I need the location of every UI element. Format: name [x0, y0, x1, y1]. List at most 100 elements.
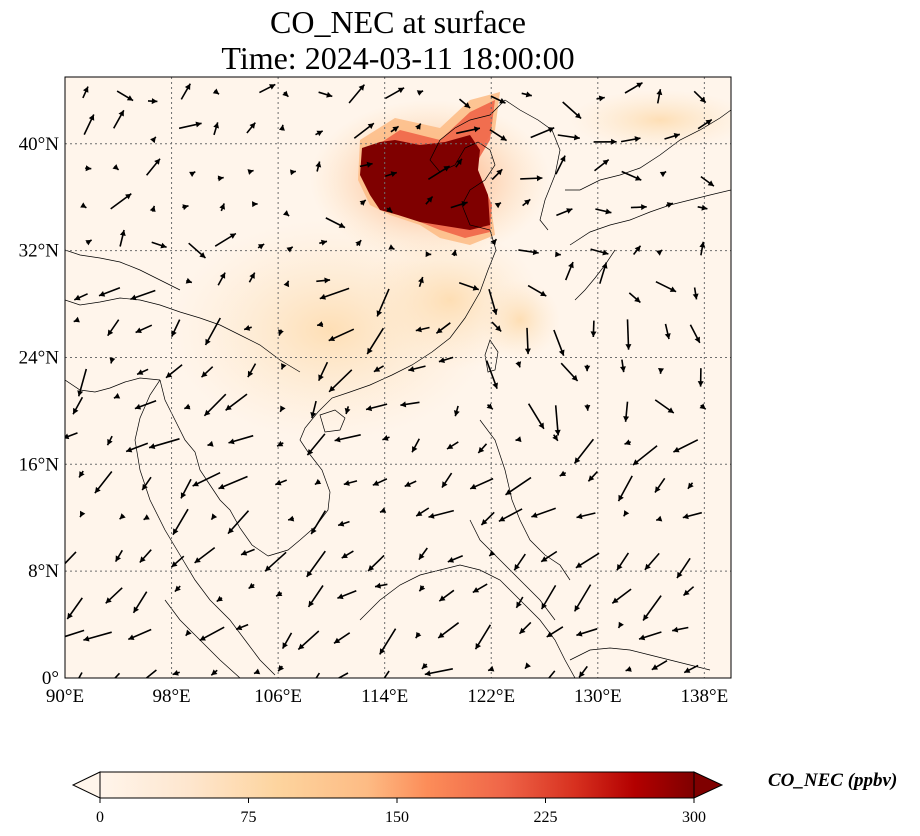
wind-arrowhead	[199, 252, 206, 258]
wind-arrowhead	[236, 624, 243, 631]
wind-arrowhead	[83, 635, 90, 642]
wind-arrowhead	[464, 102, 471, 108]
wind-arrowhead	[536, 175, 543, 182]
wind-arrowhead	[584, 365, 591, 372]
wind-arrowhead	[137, 369, 144, 375]
wind-arrowhead	[160, 242, 167, 249]
wind-arrowhead	[288, 515, 295, 522]
wind-arrowhead	[656, 89, 663, 96]
wind-arrowhead	[625, 666, 632, 672]
wind-arrowhead	[216, 595, 223, 602]
lon-tick-label: 138°E	[681, 686, 729, 707]
wind-arrowhead	[56, 635, 62, 641]
wind-arrowhead	[492, 382, 498, 389]
lon-tick-label: 122°E	[467, 686, 515, 707]
lat-tick-label: 8°N	[28, 561, 59, 582]
map-frame	[64, 76, 732, 679]
wind-arrowhead	[355, 240, 362, 247]
wind-arrowhead	[151, 98, 158, 105]
wind-arrowhead	[67, 612, 73, 619]
wind-arrowhead	[142, 483, 148, 491]
lon-tick-label: 114°E	[361, 686, 408, 707]
wind-arrow	[337, 672, 349, 678]
wind-arrowhead	[554, 429, 561, 436]
wind-arrowhead	[634, 245, 641, 252]
wind-arrowhead	[308, 600, 314, 607]
wind-arrowhead	[138, 679, 144, 685]
wind-arrowhead	[547, 127, 555, 133]
wind-arrowhead	[192, 480, 199, 487]
wind-arrowhead	[380, 507, 387, 513]
wind-arrowhead	[386, 206, 393, 213]
wind-arrowhead	[643, 614, 649, 621]
wind-arrowhead	[372, 480, 380, 486]
wind-arrowhead	[83, 86, 89, 93]
wind-arrowhead	[416, 510, 423, 517]
wind-arrowhead	[368, 565, 375, 571]
lon-tick-label: 106°E	[254, 686, 302, 707]
wind-arrowhead	[616, 564, 623, 571]
wind-arrowhead	[699, 403, 706, 410]
wind-vectors	[56, 82, 715, 685]
wind-arrowhead	[311, 527, 317, 535]
wind-arrowhead	[584, 405, 591, 411]
wind-arrowhead	[514, 564, 520, 571]
colorbar-label: CO_NEC (ppbv)	[768, 770, 898, 791]
wind-arrowhead	[634, 136, 641, 142]
wind-arrowhead	[574, 457, 581, 464]
wind-arrowhead	[540, 290, 547, 297]
colorbar-tick-label: 150	[385, 809, 409, 826]
longitude-tick-labels: 90°E 98°E 106°E 114°E 122°E 130°E 138°E	[46, 686, 728, 707]
wind-arrowhead	[392, 126, 399, 132]
wind-arrowhead	[59, 564, 65, 570]
wind-arrowhead	[249, 122, 256, 129]
wind-arrowhead	[314, 478, 322, 485]
wind-arrowhead	[128, 634, 135, 640]
wind-arrowhead	[519, 627, 526, 634]
wind-arrowhead	[559, 470, 566, 476]
wind-arrowhead	[279, 124, 285, 131]
wind-arrowhead	[149, 443, 156, 449]
wind-arrowhead	[248, 582, 255, 589]
wind-arrowhead	[105, 597, 112, 604]
wind-arrowhead	[541, 602, 547, 610]
wind-arrowhead	[412, 446, 418, 453]
wind-arrowhead	[338, 222, 345, 228]
wind-arrowhead	[481, 519, 488, 525]
wind-arrowhead	[204, 409, 211, 416]
wind-arrow	[547, 670, 556, 678]
wind-arrowhead	[180, 492, 187, 499]
wind-arrowhead	[461, 201, 468, 207]
wind-arrowhead	[602, 249, 609, 256]
wind-arrowhead	[282, 642, 288, 649]
wind-arrowhead	[77, 390, 84, 397]
wind-arrowhead	[623, 510, 630, 517]
wind-arrowhead	[546, 631, 553, 637]
wind-arrowhead	[367, 123, 374, 129]
wind-arrowhead	[656, 250, 663, 256]
wind-arrowhead	[276, 590, 283, 597]
wind-arrowhead	[390, 171, 397, 177]
wind-arrowhead	[624, 439, 631, 446]
wind-arrowhead	[195, 121, 202, 128]
wind-arrowhead	[184, 403, 191, 410]
wind-arrowhead	[182, 204, 189, 211]
wind-arrowhead	[107, 329, 114, 336]
wind-arrowhead	[115, 555, 121, 562]
wind-arrowhead	[683, 589, 690, 596]
wind-arrowhead	[404, 481, 411, 487]
wind-arrowhead	[126, 95, 134, 101]
wind-arrowhead	[171, 330, 177, 337]
wind-arrowhead	[334, 637, 341, 644]
wind-arrowhead	[415, 123, 421, 130]
wind-arrowhead	[456, 158, 462, 165]
wind-arrowhead	[315, 161, 322, 168]
wind-arrowhead	[612, 597, 619, 604]
wind-arrowhead	[283, 210, 290, 216]
wind-arrowhead	[118, 110, 124, 117]
wind-arrowhead	[672, 626, 679, 633]
wind-arrowhead	[415, 326, 422, 333]
wind-arrowhead	[207, 440, 214, 447]
wind-arrowhead	[655, 486, 661, 493]
wind-arrowhead	[212, 88, 219, 95]
